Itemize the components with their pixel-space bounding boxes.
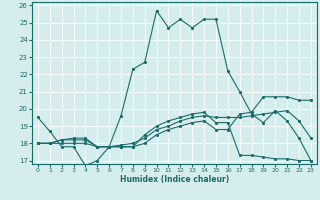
X-axis label: Humidex (Indice chaleur): Humidex (Indice chaleur) — [120, 175, 229, 184]
